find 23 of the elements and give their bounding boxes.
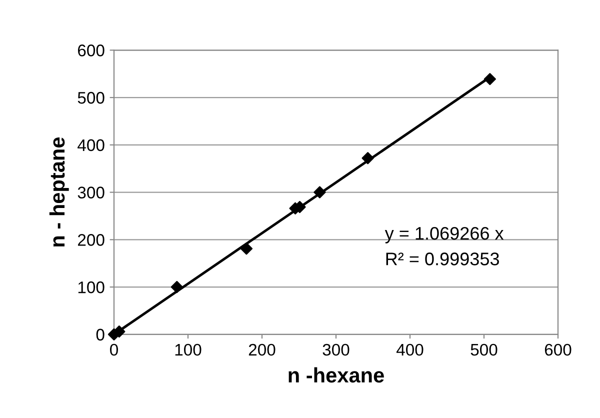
point [170, 280, 183, 294]
y-tick-label: 200 [78, 234, 104, 246]
annotation: R² = 0.999353 [386, 252, 499, 266]
y-tick-label: 400 [78, 139, 104, 152]
y-tick-label: 100 [78, 281, 104, 294]
x-tick-label: 0 [110, 344, 118, 356]
x-tick-label: 500 [470, 344, 498, 356]
y-axis-title: n - heptane [49, 137, 69, 246]
x-tick-label: 600 [544, 344, 572, 356]
x-tick-label: 300 [322, 344, 350, 356]
point [484, 72, 496, 86]
point [314, 186, 326, 198]
point [240, 242, 253, 255]
x-tick-label: 100 [175, 344, 202, 356]
y-tick-label: 300 [78, 186, 104, 198]
x-tick-label: 200 [248, 344, 276, 356]
x-axis-title: n -hexane [288, 367, 384, 383]
annotation: y = 1.069266 x [384, 226, 504, 244]
y-tick-label: 0 [96, 328, 104, 341]
y-tick-label: 600 [78, 44, 104, 56]
point [362, 152, 374, 164]
y-tick-label: 500 [78, 92, 104, 104]
x-tick-label: 400 [396, 344, 424, 356]
